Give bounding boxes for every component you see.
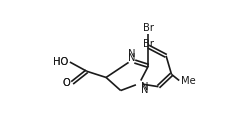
Text: Br: Br — [143, 39, 154, 49]
Text: HO: HO — [53, 57, 68, 67]
Text: N: N — [141, 82, 148, 92]
Text: N: N — [128, 53, 135, 63]
Text: Me: Me — [181, 76, 196, 86]
Text: O: O — [62, 78, 70, 88]
Text: Br: Br — [143, 23, 154, 33]
Text: N: N — [128, 49, 135, 59]
Text: N: N — [141, 85, 148, 95]
Text: HO: HO — [53, 57, 68, 67]
Text: O: O — [63, 78, 71, 88]
